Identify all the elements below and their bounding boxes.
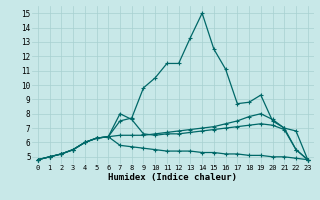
- X-axis label: Humidex (Indice chaleur): Humidex (Indice chaleur): [108, 173, 237, 182]
